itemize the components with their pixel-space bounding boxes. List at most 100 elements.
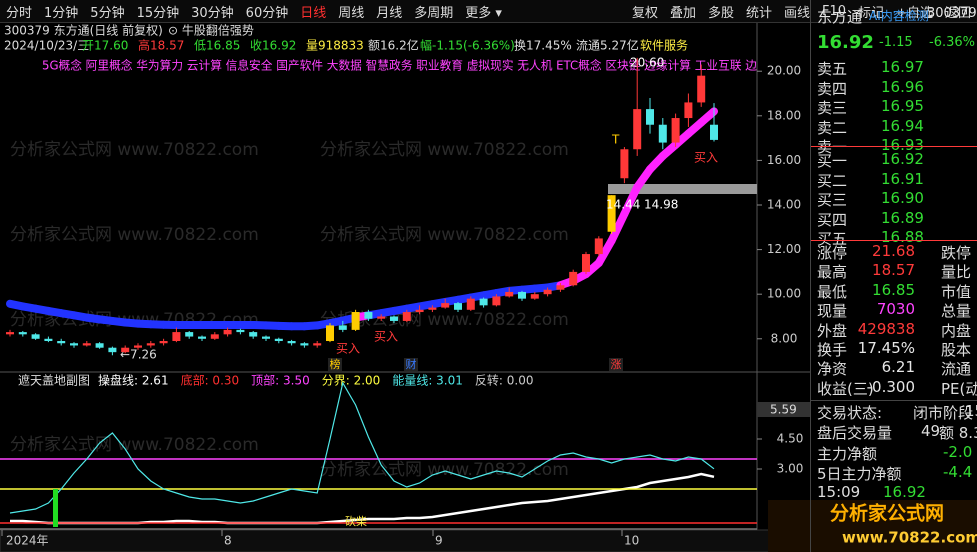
candle-body (236, 329, 245, 333)
stat-label: 现量 (817, 302, 848, 321)
toolbar-button[interactable]: 更多 ▾ (465, 5, 502, 21)
stat-label: 流通 (941, 360, 972, 379)
toolbar-button[interactable]: 60分钟 (245, 5, 289, 21)
logo-url: www.70822.com (842, 529, 977, 547)
toolbar-button[interactable]: 叠加 (669, 5, 696, 21)
price: 16.92 (817, 32, 874, 53)
stat-label: 最低 (817, 282, 848, 301)
status-item: 15 (965, 402, 977, 420)
quote-item: 量918833 (306, 39, 364, 53)
status-item: 盘后交易量 (817, 424, 893, 443)
book-price: 16.91 (881, 169, 924, 188)
toolbar-button[interactable]: 15分钟 (136, 5, 180, 21)
book-price: 16.93 (881, 136, 924, 154)
toolbar-button[interactable]: 周线 (338, 5, 365, 21)
toolbar-button[interactable]: 返回 (944, 5, 971, 21)
toolbar-button[interactable]: 标记 (858, 5, 885, 21)
toolbar-button[interactable]: +自选 (896, 5, 933, 21)
change: -1.15 (879, 35, 913, 50)
candle-body (31, 334, 40, 339)
annotation: 买入 (694, 151, 718, 165)
status-row: 交易状态: 闭市阶段15 (817, 402, 977, 422)
book-row: 买五 16.88 (817, 228, 977, 248)
status-item: 交易状态: (817, 404, 883, 422)
book-row: 卖四 16.96 (817, 78, 977, 98)
stat-label: 跌停 (941, 244, 972, 262)
y-tick-label: 16.00 (767, 153, 801, 167)
toolbar-button[interactable]: 多周期 (414, 5, 454, 21)
y-tick-label: 3.00 (777, 462, 804, 476)
annotation: 20.60 (630, 56, 664, 70)
signal-box (609, 358, 623, 371)
pct: -6.36% (929, 35, 975, 50)
book-price: 16.92 (881, 150, 924, 168)
stat-value: 7030 (876, 300, 915, 319)
candle-body (684, 102, 693, 119)
book-label: 买五 (817, 230, 848, 248)
annotation: 14.98 (644, 198, 678, 212)
book-row: 卖三 16.95 (817, 97, 977, 117)
panel-header: 东方通 AI内容检测 300379 (817, 6, 977, 26)
signal: 涨 (611, 358, 622, 371)
stat-label: PE(动 (941, 379, 977, 398)
status-item: 5日主力净额 (817, 464, 902, 483)
book-label: 卖二 (817, 118, 848, 137)
toolbar-button[interactable]: 日线 (300, 5, 327, 21)
watermark: 分析家公式网 www.70822.com (320, 460, 569, 480)
toolbar-button[interactable]: 1分钟 (44, 5, 79, 21)
toolbar-button[interactable]: 画线 (784, 5, 811, 21)
toolbar-button[interactable]: 30分钟 (191, 5, 234, 21)
toolbar-button[interactable]: 分时 (6, 5, 33, 21)
candle-body (620, 149, 629, 179)
toolbar-button[interactable]: 复权 (631, 5, 658, 21)
quote-item: 低16.85 (194, 39, 240, 53)
y-tick-label: 4.50 (777, 432, 804, 446)
candle-body (198, 336, 206, 339)
book-row: 买四 16.89 (817, 209, 977, 229)
candle-body (607, 195, 616, 232)
watermark: 分析家公式网 www.70822.com (10, 435, 259, 455)
candle-body (415, 309, 424, 313)
candle-body (364, 312, 373, 319)
stat-row: 净资 6.21 流通 (817, 358, 977, 379)
toolbar-button[interactable]: 多股 (707, 5, 734, 21)
toolbar-button[interactable]: 统计 (746, 5, 773, 21)
watermark: 分析家公式网 www.70822.com (10, 140, 259, 160)
stat-label: 市值 (941, 282, 972, 301)
status-item: 49 (921, 422, 941, 441)
stat-label: 内盘 (941, 321, 972, 340)
toolbar-button[interactable]: 5分钟 (90, 5, 125, 21)
candle-body (671, 118, 680, 143)
stat-value: 18.57 (872, 261, 915, 280)
candle-body (108, 347, 117, 353)
signal-box (404, 358, 418, 371)
stat-row: 现量 7030 总量 (817, 300, 977, 321)
candle-body (82, 343, 91, 346)
candle-body (44, 338, 53, 342)
trend-segment (594, 236, 616, 267)
candle-body (658, 124, 667, 143)
annotation: 买入 (336, 342, 360, 356)
candle-body (262, 336, 270, 339)
stat-row: 最低 16.85 市值 (817, 281, 977, 301)
candle-body (710, 124, 718, 140)
candle-body (95, 343, 104, 348)
candle-body (185, 332, 194, 337)
book-label: 卖五 (817, 60, 848, 78)
candle-body (18, 332, 27, 335)
toolbar-button[interactable]: F10 (822, 3, 847, 19)
concepts: 5G概念 阿里概念 华为算力 云计算 信息安全 国产软件 大数据 智慧政务 职业… (42, 58, 757, 73)
annotation: ←7.26 (120, 348, 157, 362)
book-price: 16.94 (881, 116, 924, 135)
stat-label: 外盘 (817, 321, 848, 340)
legend-item: 能量线: 3.01 (392, 374, 463, 388)
trend-segment (620, 183, 642, 218)
book-label: 买一 (817, 152, 848, 170)
quote-item: 2024/10/23/三 (4, 39, 89, 53)
x-tick-label: 2024年 (6, 534, 49, 548)
stat-row: 外盘 429838 内盘 (817, 320, 977, 340)
toolbar-button[interactable]: 月线 (376, 5, 403, 21)
status-item: -4.4 (943, 462, 973, 481)
logo-bg (768, 500, 977, 552)
annotation: 14.44 (606, 198, 640, 212)
